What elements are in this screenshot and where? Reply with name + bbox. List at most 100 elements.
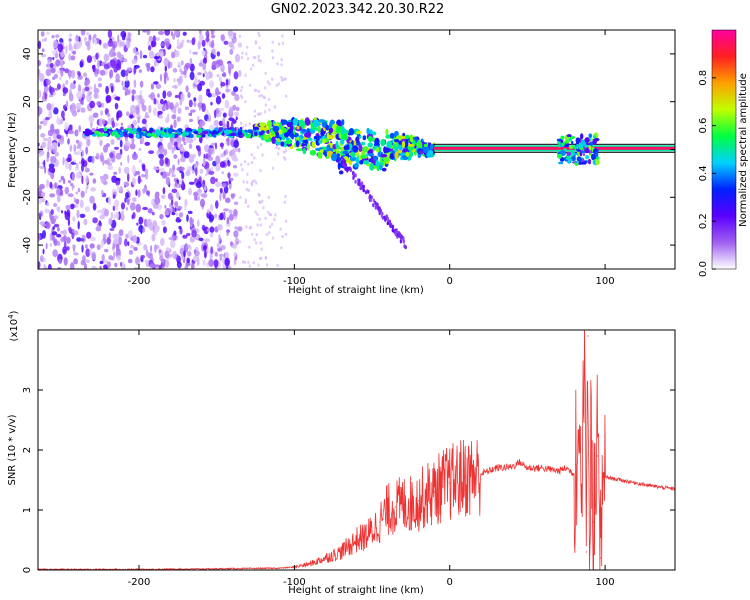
spectrogram-cell <box>179 99 183 106</box>
spectrogram-cell <box>193 130 199 134</box>
snr-ytick-label: 0 <box>22 567 33 573</box>
spectrogram-cell <box>258 34 261 38</box>
spectrogram-cell <box>342 157 345 162</box>
spectrogram-cell <box>217 224 223 231</box>
spectrogram-cell <box>202 259 206 266</box>
spectrogram-cell <box>61 210 63 214</box>
spectrogram-cell <box>275 145 278 149</box>
spectrogram-cell <box>76 209 80 219</box>
spectrogram-cell <box>223 208 229 212</box>
spectrogram-cell <box>100 132 103 138</box>
spectrogram-cell <box>75 34 79 43</box>
spectrogram-cell <box>79 199 84 209</box>
spectrogram-cell <box>127 230 133 239</box>
spectrogram-cell <box>140 136 145 145</box>
spectrogram-cell <box>38 212 42 217</box>
spectrogram-cell <box>317 135 322 139</box>
spectrogram-cell <box>115 211 120 220</box>
spectrogram-cell <box>68 71 72 80</box>
spectrogram-cell <box>99 214 105 220</box>
spectrogram-cell <box>103 53 110 62</box>
spectrogram-cell <box>116 129 122 133</box>
spectrogram-cell <box>277 146 280 151</box>
spectrogram-cell <box>91 251 97 261</box>
spectrogram-cell <box>162 187 166 195</box>
spectrogram-cell <box>193 97 197 102</box>
spectrogram-cell <box>245 187 248 192</box>
spectrogram-cell <box>163 149 168 156</box>
spectrogram-cell <box>56 134 62 139</box>
spectrogram-cell <box>159 168 165 172</box>
snr-multiplier-base: (x10 <box>9 319 20 342</box>
spectrogram-cell <box>575 137 580 144</box>
spectrogram-cell <box>190 109 196 113</box>
snr-point <box>363 536 365 538</box>
spectrogram-cell <box>177 128 183 133</box>
snr-ytick-label: 2 <box>22 447 33 453</box>
spectrogram-cell <box>145 249 149 257</box>
spectrogram-cell <box>144 123 148 128</box>
spectrogram-cell <box>92 34 95 44</box>
spectrogram-cell <box>137 94 143 100</box>
spectrogram-cell <box>38 124 42 130</box>
spectrogram-cell <box>335 129 343 134</box>
spectrogram-cell <box>70 102 76 112</box>
spectrogram-cell <box>140 225 143 235</box>
spectrogram-cell <box>47 59 50 67</box>
spectrogram-cell <box>271 77 274 81</box>
spectrogram-cell <box>250 160 254 165</box>
spectrogram-cell <box>175 212 179 217</box>
spectrogram-cell <box>348 166 352 171</box>
spectrogram-cell <box>38 60 42 67</box>
spectrogram-cell <box>273 217 276 222</box>
spectrogram-cell <box>98 83 102 88</box>
spectrogram-cell <box>405 134 410 140</box>
spectrogram-cell <box>172 33 176 40</box>
spectrogram-cell <box>84 244 88 249</box>
spectrogram-cell <box>135 189 138 196</box>
snr-xlabel: Height of straight line (km) <box>288 585 424 596</box>
spectrogram-cell <box>237 42 243 48</box>
spectrogram-cell <box>56 233 62 238</box>
spectrogram-cell <box>80 238 85 242</box>
spectrogram-cell <box>198 106 201 111</box>
snr-point <box>581 485 583 487</box>
spectrogram-cell <box>238 70 242 77</box>
spectrogram-cell <box>77 220 80 230</box>
spectrogram-cell <box>62 229 67 236</box>
spectrogram-cell <box>112 233 118 240</box>
spectrogram-cell <box>324 151 328 157</box>
spectrogram-cell <box>590 141 593 147</box>
spectrogram-cell <box>107 165 114 170</box>
spectrogram-cell <box>241 260 245 264</box>
spectrogram-cell <box>184 106 190 110</box>
spectrogram-cell <box>198 237 204 242</box>
spectrogram-cell <box>400 133 407 140</box>
spectrogram-cell <box>185 85 189 93</box>
spectrogram-cell <box>576 150 581 157</box>
spectrogram-cell <box>274 213 277 217</box>
spectrogram-cell <box>50 209 54 216</box>
spectrogram-cell <box>139 80 144 88</box>
spectrogram-cell <box>262 95 265 99</box>
spectrogram-cell <box>247 260 250 264</box>
spectrogram-cell <box>89 91 93 95</box>
spectrogram-cell <box>65 45 68 54</box>
spectrogram-cell <box>171 114 177 120</box>
spectrogram-cell <box>198 94 203 103</box>
spectrogram-cell <box>62 246 67 255</box>
spectrogram-cell <box>102 259 109 264</box>
spectrogram-cell <box>595 159 600 166</box>
spectrogram-cell <box>138 159 142 164</box>
spectrogram-cell <box>283 157 287 161</box>
spectrogram-cell <box>209 188 215 193</box>
spectrogram-cell <box>370 155 374 164</box>
snr-point <box>418 500 420 502</box>
spectrogram-cell <box>295 140 300 148</box>
spectrogram-cell <box>99 265 102 269</box>
spectrogram-cell <box>223 185 229 194</box>
spectrogram-cell <box>79 99 83 105</box>
spectrogram-cell <box>158 153 164 159</box>
spectrogram-cell <box>202 57 207 65</box>
spectrogram-cell <box>75 102 82 110</box>
